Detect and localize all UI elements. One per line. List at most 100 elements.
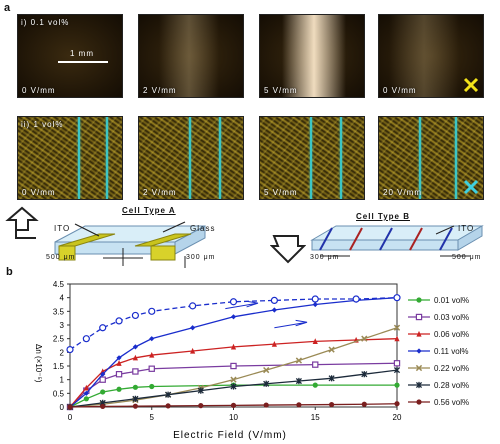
data-point (83, 384, 89, 391)
row2-tag: ii) 1 vol% (21, 120, 64, 129)
chart-series (66, 294, 401, 354)
micrograph-tile: 5 V/mm (259, 14, 365, 98)
data-point (100, 403, 106, 410)
data-point (132, 403, 138, 409)
panel-b-label: b (6, 266, 13, 278)
legend-swatch (408, 364, 430, 372)
tile-label: 0 V/mm (383, 86, 417, 95)
data-point (132, 354, 138, 361)
legend-label: 0.06 vol% (434, 329, 470, 339)
data-point (415, 313, 423, 321)
data-point (263, 380, 270, 387)
scale-bar-label: 1 mm (70, 49, 94, 58)
legend-label: 0.56 vol% (434, 397, 470, 407)
legend-swatch (408, 399, 430, 405)
tile-label: 0 V/mm (22, 86, 56, 95)
data-point (312, 301, 318, 308)
field-streak (310, 117, 312, 199)
birefringence-chart: 0 0.5 1 1.5 2 2.5 3 3.5 4 4.5 0 5 10 15 20 Electric Fi… (34, 280, 402, 441)
data-point (270, 296, 278, 304)
legend-item: 0.11 vol% (408, 344, 469, 358)
field-streak (189, 117, 191, 199)
data-point (99, 376, 106, 383)
data-point (394, 401, 400, 407)
data-point (230, 383, 237, 390)
y-tick-label: 2.5 (53, 335, 65, 344)
data-point (271, 341, 277, 347)
cell-a-schematic (54, 221, 206, 268)
data-point (393, 367, 401, 374)
tile-label: 5 V/mm (264, 86, 298, 95)
y-tick-label: 1.5 (53, 362, 65, 371)
data-point (361, 371, 368, 378)
data-point (132, 395, 139, 402)
field-streak (455, 117, 457, 199)
data-point (329, 401, 335, 408)
data-point (361, 401, 367, 407)
micrograph-tile: ii) 1 vol% 0 V/mm (17, 116, 123, 200)
x-tick-label: 0 (68, 413, 73, 422)
legend-label: 0.28 vol% (434, 380, 470, 390)
data-point (116, 360, 122, 366)
data-point (230, 376, 237, 383)
data-point (416, 348, 422, 354)
cell-a-ito-label: ITO (54, 224, 71, 233)
data-point (189, 302, 197, 310)
cell-a-glass-label: Glass (190, 224, 216, 233)
legend-swatch (408, 330, 430, 337)
data-point (311, 295, 319, 303)
field-streak (340, 117, 342, 199)
chart-ylabel: Δn (×10⁻⁵) (34, 344, 43, 383)
data-point (295, 357, 303, 364)
x-tick-label: 5 (150, 413, 155, 422)
arrow-up-icon (5, 206, 39, 239)
tile-label: 20 V/mm (383, 188, 423, 197)
micrograph-tile: i) 0.1 vol% 1 mm 0 V/mm (17, 14, 123, 98)
data-point (66, 345, 74, 354)
data-point (67, 404, 73, 410)
data-point (115, 370, 123, 378)
micrograph-tile: 20 V/mm (378, 116, 484, 200)
tile-label: 0 V/mm (22, 188, 56, 197)
data-point (99, 324, 107, 332)
x-tick-label: 10 (229, 413, 238, 422)
legend-swatch (408, 348, 430, 354)
legend-label: 0.03 vol% (434, 312, 470, 322)
hysteresis-arrow (274, 319, 308, 329)
data-point (312, 338, 318, 344)
chart-legend: 0.01 vol% 0.03 vol% 0.06 vol% 0.11 vol% 0.22… (408, 293, 498, 413)
micrograph-tile: 2 V/mm (138, 116, 244, 200)
data-point (229, 298, 238, 306)
series-line (69, 297, 398, 408)
y-tick-label: 3 (60, 321, 65, 330)
data-point (393, 294, 401, 302)
data-point (165, 391, 172, 398)
field-streak (78, 117, 80, 199)
data-point (312, 382, 318, 388)
chart-series (67, 401, 400, 410)
legend-label: 0.22 vol% (434, 363, 470, 373)
data-point (149, 351, 155, 358)
polarizer-cross-icon (463, 179, 479, 195)
data-point (230, 314, 237, 320)
data-point (148, 307, 156, 315)
field-streak (219, 117, 221, 199)
birefringence-glow (159, 15, 219, 97)
micrograph-tile: 2 V/mm (138, 14, 244, 98)
data-point (149, 336, 155, 342)
data-point (416, 330, 422, 337)
legend-item: 0.01 vol% (408, 293, 469, 307)
data-point (149, 383, 155, 390)
data-point (83, 396, 89, 402)
data-point (393, 324, 401, 331)
legend-label: 0.01 vol% (434, 295, 470, 305)
cell-a-dim-right: 300 μm (186, 254, 216, 261)
birefringence-glow (282, 15, 346, 97)
field-streak (106, 117, 108, 199)
y-tick-label: 3.5 (53, 307, 65, 316)
data-point (230, 343, 237, 350)
data-point (296, 402, 302, 408)
cell-b-title: Cell Type B (356, 212, 410, 221)
data-point (328, 375, 335, 382)
y-tick-label: 1 (60, 376, 65, 385)
